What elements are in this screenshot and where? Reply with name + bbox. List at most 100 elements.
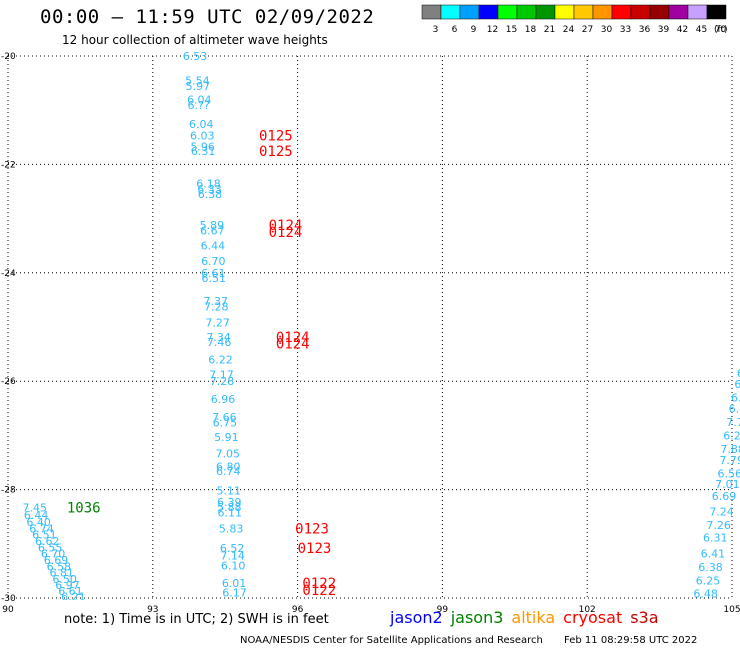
- wave-height-value: 6.97: [55, 579, 79, 592]
- wave-height-value: 6.??: [737, 367, 740, 380]
- wave-height-value: 6.74: [29, 523, 54, 536]
- wave-height-value: 6.34: [691, 600, 716, 613]
- pass-time-label: 0123: [298, 541, 332, 557]
- pass-time-label: 0124: [269, 218, 303, 234]
- wave-height-value: 6.96: [211, 393, 236, 406]
- wave-height-value: 6.51: [202, 272, 227, 285]
- page-subtitle: 12 hour collection of altimeter wave hei…: [62, 33, 328, 47]
- wave-height-value: 6.67: [200, 225, 225, 238]
- lat-tick-label: -24: [1, 269, 16, 279]
- legend-item-s3a: s3a: [630, 608, 659, 627]
- wave-height-value: 6.44: [24, 509, 49, 522]
- wave-height-value: 7.01: [715, 478, 740, 491]
- wave-height-value: 7.45: [22, 501, 47, 514]
- legend-item-jason2: jason2: [390, 608, 443, 627]
- lon-tick-label: 90: [2, 605, 14, 615]
- wave-height-value: 5.96: [190, 141, 215, 154]
- lon-tick-label: 105: [723, 605, 740, 615]
- pass-time-label: 0124: [276, 330, 310, 346]
- colorbar-label: 45: [696, 25, 707, 35]
- wave-height-value: 6.??: [731, 391, 740, 404]
- colorbar-label: 21: [544, 25, 555, 35]
- wave-height-value: 6.53: [183, 50, 208, 63]
- colorbar-label: 24: [563, 25, 575, 35]
- wave-height-value: 6.33: [197, 183, 222, 196]
- lat-tick-label: -22: [1, 160, 16, 170]
- wave-height-value: 6.31: [191, 145, 216, 158]
- lat-tick-label: -30: [1, 594, 16, 604]
- wave-height-value: 5.54: [185, 74, 210, 87]
- lon-tick-label: 102: [579, 605, 596, 615]
- wave-height-value: 6.41: [701, 548, 726, 561]
- wave-height-value: 6.48: [693, 588, 718, 601]
- lat-tick-label: -26: [1, 377, 16, 387]
- wave-height-value: 6.03: [190, 130, 215, 143]
- wave-height-value: 6.69: [44, 554, 68, 567]
- colorbar-label: 36: [639, 25, 651, 35]
- wave-height-value: 6.01: [222, 577, 247, 590]
- generated-timestamp: Feb 11 08:29:58 UTC 2022: [564, 635, 698, 646]
- wave-height-value: 6.62: [35, 535, 60, 548]
- wave-height-value: 7.37: [203, 295, 228, 308]
- colorbar-swatch: [706, 4, 727, 20]
- colorbar-label: 33: [620, 25, 631, 35]
- legend-item-cryosat: cryosat: [563, 608, 623, 627]
- colorbar-label: 15: [506, 25, 517, 35]
- altimeter-track: 6.??6.??6.??6.4?7.7?6.2?7.887.796.567.01…: [691, 367, 740, 613]
- wave-height-value: 7.28: [210, 375, 235, 388]
- wave-height-value: 6.55: [38, 542, 63, 555]
- colorbar-label: 42: [677, 25, 688, 35]
- legend-item-jason3: jason3: [450, 608, 504, 627]
- wave-height-value: 5.91: [214, 431, 239, 444]
- pass-time-label: 0125: [259, 129, 293, 145]
- wave-height-value: 6.39: [217, 496, 242, 509]
- wave-height-value: 7.27: [205, 317, 230, 330]
- colorbar-unit: (ft): [714, 25, 728, 35]
- wave-height-value: 6.31: [703, 531, 728, 544]
- wave-height-value: 6.56: [718, 467, 740, 480]
- wave-height-value: 7.7?: [726, 416, 740, 429]
- colorbar-label: 39: [658, 25, 670, 35]
- wave-height-value: 6.2?: [723, 429, 740, 442]
- wave-height-value: 7.88: [720, 443, 740, 456]
- wave-height-value: 6.04: [189, 118, 214, 131]
- wave-height-value: 7.05: [216, 447, 241, 460]
- altimeter-track: 6.535.545.976.046.??6.046.035.966.316.18…: [183, 50, 336, 600]
- wave-height-value: 7.79: [719, 454, 740, 467]
- footer-note: note: 1) Time is in UTC; 2) SWH is in fe…: [64, 612, 329, 627]
- wave-height-value: 5.83: [219, 523, 244, 536]
- colorbar-label: 18: [525, 25, 537, 35]
- wave-height-value: 6.??: [734, 378, 740, 391]
- wave-height-value: 6.17: [222, 587, 247, 600]
- wave-height-value: 6.81: [50, 567, 75, 580]
- colorbar-label: 3: [433, 25, 439, 35]
- wave-height-value: 7.28: [204, 300, 229, 313]
- lat-tick-label: -20: [1, 52, 16, 62]
- page-title: 00:00 – 11:59 UTC 02/09/2022: [40, 6, 375, 28]
- wave-height-value: 5.97: [186, 80, 211, 93]
- wave-height-value: 6.10: [221, 559, 246, 572]
- lon-tick-label: 93: [147, 605, 158, 615]
- colorbar-label: 27: [582, 25, 593, 35]
- wave-height-value: 6.11: [217, 506, 242, 519]
- wave-height-value: 6.61: [58, 585, 83, 598]
- wave-height-value: 6.04: [187, 93, 212, 106]
- pass-time-label: 0123: [295, 522, 329, 538]
- pass-time-label: 0122: [302, 576, 336, 592]
- wave-height-value: 6.75: [213, 416, 238, 429]
- colorbar-label: 12: [487, 25, 498, 35]
- pass-time-label: 0125: [259, 144, 293, 160]
- wave-height-value: 6.44: [201, 240, 226, 253]
- colorbar-label: 30: [601, 25, 613, 35]
- wave-height-value: 6.25: [696, 575, 721, 588]
- wave-height-value: 6.22: [208, 354, 233, 367]
- lon-tick-label: 96: [292, 605, 304, 615]
- wave-height-value: 6.74: [216, 465, 241, 478]
- wave-height-value: 6.4?: [729, 402, 740, 415]
- wave-height-value: 6.38: [698, 561, 723, 574]
- wave-height-value: 7.24: [709, 505, 734, 518]
- wave-height-value: 7.66: [212, 411, 237, 424]
- wave-height-value: 6.50: [52, 573, 77, 586]
- colorbar: 3 6 9 12 15 18 21 24 27 30 33 36 39 42 45 70(ft): [421, 4, 728, 35]
- wave-height-value: 6.70: [201, 255, 226, 268]
